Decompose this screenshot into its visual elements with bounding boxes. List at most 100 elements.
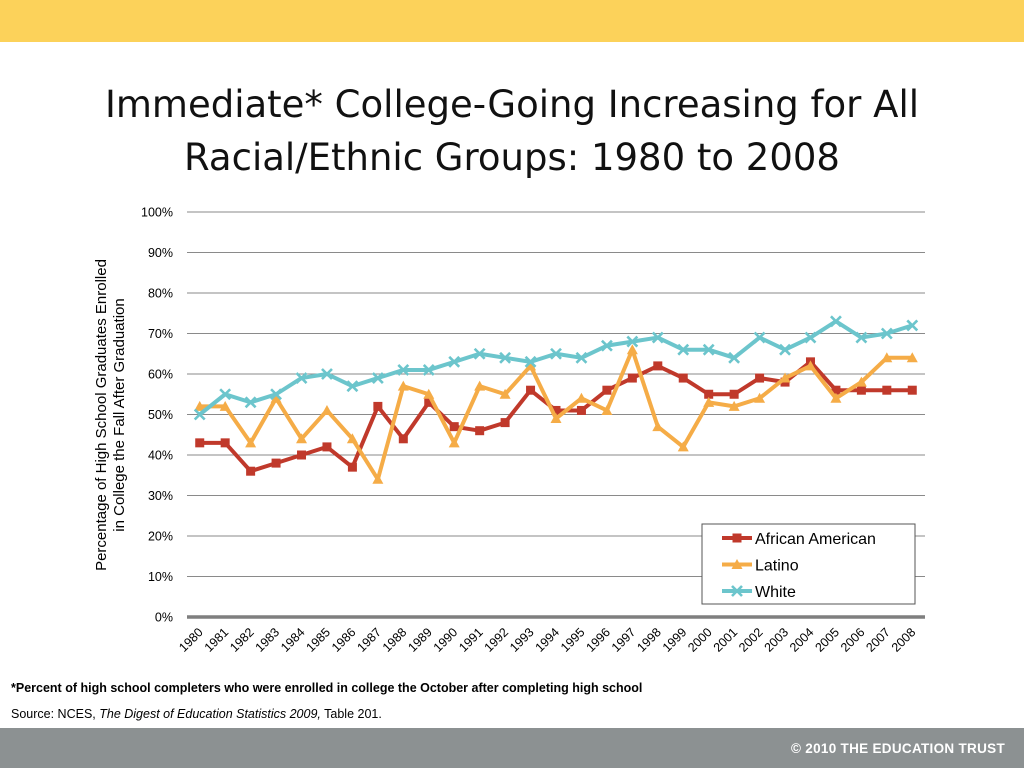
data-point-latino: [652, 421, 664, 432]
data-point-latino: [550, 413, 562, 424]
data-point-white: [677, 343, 690, 356]
data-point-white: [880, 327, 893, 340]
data-point-latino: [423, 388, 435, 399]
data-point-white: [651, 331, 664, 344]
x-tick-label: 2001: [711, 625, 741, 655]
data-point-white: [753, 331, 766, 344]
data-point-white: [728, 351, 741, 364]
x-tick-label: 1995: [558, 625, 588, 655]
data-point-latino: [245, 437, 257, 448]
data-point-african-american: [882, 385, 892, 395]
data-point-latino: [525, 360, 537, 371]
data-point-latino: [499, 388, 511, 399]
footnote: *Percent of high school completers who w…: [11, 681, 643, 695]
data-point-white: [295, 372, 308, 384]
source-title: The Digest of Education Statistics 2009,: [99, 707, 321, 721]
top-accent-bar: [0, 0, 1024, 42]
legend-item: African American: [722, 531, 876, 548]
y-tick-label: 70%: [148, 327, 173, 341]
data-point-latino: [677, 441, 689, 452]
x-tick-label: 1987: [354, 625, 384, 655]
line-chart: 0%10%20%30%40%50%60%70%80%90%100%1980198…: [93, 206, 925, 655]
data-point-african-american: [551, 405, 561, 415]
data-point-latino: [575, 392, 587, 403]
data-point-latino: [448, 437, 460, 448]
data-point-african-american: [246, 466, 256, 476]
x-tick-label: 2005: [812, 625, 842, 655]
data-point-african-american: [220, 438, 230, 448]
legend: African American Latino White: [701, 523, 916, 605]
legend-item: Latino: [722, 558, 799, 575]
data-point-white: [855, 331, 868, 344]
data-point-african-american: [704, 389, 714, 399]
data-point-african-american: [373, 401, 383, 411]
x-tick-label: 2007: [863, 625, 893, 655]
data-point-latino: [372, 473, 384, 484]
y-tick-label: 60%: [148, 368, 173, 382]
data-point-white: [524, 355, 537, 368]
legend-label: Latino: [755, 558, 799, 575]
x-tick-label: 2000: [685, 625, 715, 655]
data-point-white: [550, 347, 562, 360]
bottom-footer-bar: © 2010 THE EDUCATION TRUST: [0, 728, 1024, 768]
y-axis-title: Percentage of High School Graduates Enro…: [93, 259, 128, 571]
data-point-african-american: [322, 442, 332, 452]
data-point-latino: [779, 372, 791, 383]
data-point-white: [830, 315, 842, 328]
data-point-african-american: [424, 397, 434, 407]
data-point-white: [499, 351, 512, 364]
y-tick-label: 0%: [155, 611, 173, 625]
data-point-latino: [601, 404, 613, 415]
data-point-white: [193, 408, 206, 421]
data-point-latino: [804, 360, 816, 371]
data-point-latino: [346, 433, 358, 444]
data-point-white: [575, 351, 588, 364]
data-point-white: [244, 396, 257, 409]
data-point-latino: [754, 392, 766, 403]
x-tick-label: 1992: [482, 625, 512, 655]
y-tick-label: 80%: [148, 287, 173, 301]
data-point-latino: [855, 376, 867, 387]
x-tick-label: 2004: [787, 625, 817, 655]
source-suffix: Table 201.: [320, 707, 382, 721]
data-point-white: [473, 347, 486, 360]
data-point-latino: [296, 433, 308, 444]
x-tick-label: 1989: [405, 625, 435, 655]
data-point-white: [321, 368, 333, 380]
series-white: [193, 315, 919, 421]
series-latino: [194, 344, 918, 484]
data-point-african-american: [831, 385, 841, 395]
data-point-african-american: [576, 405, 586, 415]
data-point-african-american: [602, 385, 612, 395]
y-axis-title-line-2: in College the Fall After Graduation: [111, 298, 128, 531]
x-tick-label: 1990: [431, 625, 461, 655]
y-tick-label: 90%: [148, 246, 173, 260]
data-point-latino: [906, 352, 918, 363]
y-tick-label: 100%: [141, 206, 173, 220]
data-point-african-american: [653, 361, 663, 371]
legend-swatch-marker: [731, 559, 743, 569]
source-prefix: Source: NCES,: [11, 707, 100, 721]
y-tick-label: 20%: [148, 530, 173, 544]
x-tick-label: 2003: [762, 625, 792, 655]
data-point-latino: [321, 404, 333, 415]
x-tick-label: 1983: [253, 625, 283, 655]
data-point-african-american: [500, 418, 510, 428]
data-point-african-american: [755, 373, 765, 383]
x-tick-label: 2002: [736, 625, 766, 655]
data-point-african-american: [526, 385, 536, 395]
x-tick-label: 1984: [278, 625, 308, 655]
data-point-white: [626, 335, 639, 348]
data-point-latino: [474, 380, 486, 391]
data-point-white: [397, 364, 410, 376]
x-tick-label: 1981: [202, 625, 232, 655]
data-point-latino: [219, 400, 231, 411]
source-citation: Source: NCES, The Digest of Education St…: [11, 707, 382, 721]
slide-title: Immediate* College-Going Increasing for …: [0, 78, 1024, 184]
x-tick-label: 1980: [176, 625, 206, 655]
data-point-african-american: [678, 373, 688, 383]
x-tick-label: 1999: [660, 625, 690, 655]
title-line-2: Racial/Ethnic Groups: 1980 to 2008: [184, 136, 840, 179]
x-tick-label: 1994: [533, 625, 563, 655]
data-point-african-american: [856, 385, 866, 395]
